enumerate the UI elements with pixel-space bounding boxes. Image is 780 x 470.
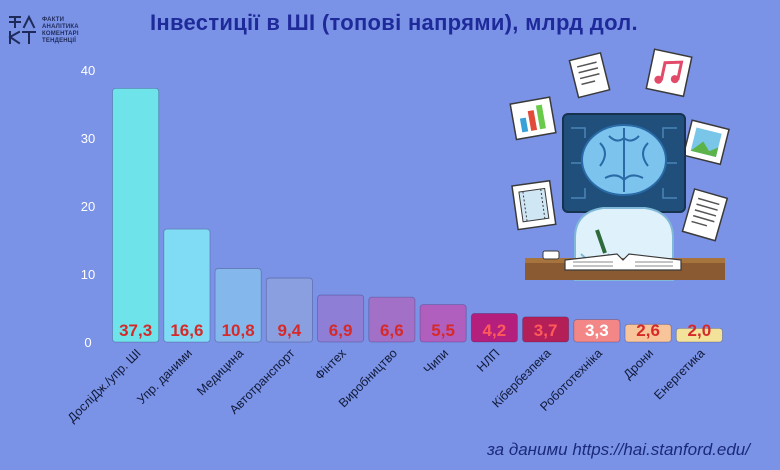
value-label: 3,3	[585, 321, 609, 340]
category-label: Чипи	[421, 346, 451, 376]
bar	[419, 304, 467, 343]
bar	[522, 316, 570, 343]
category-label: Дрони	[621, 346, 657, 382]
logo-text-line: КОМЕНТАРІ	[42, 31, 79, 37]
value-label: 16,6	[170, 321, 203, 340]
value-label: 4,2	[483, 321, 507, 340]
value-label: 5,5	[431, 321, 455, 340]
y-tick-label: 20	[81, 199, 95, 214]
logo-text-line: ФАКТИ	[42, 17, 65, 23]
source-note: за даними https://hai.stanford.edu/	[486, 440, 750, 459]
category-label: НЛП	[474, 346, 502, 374]
chart-title: Інвестиції в ШІ (топові напрями), млрд д…	[150, 10, 638, 35]
value-label: 2,6	[636, 321, 660, 340]
category-label: ДосліДж./упр. ШІ	[65, 346, 144, 425]
bar	[368, 296, 416, 343]
bar	[675, 327, 723, 343]
logo-text-line: ТЕНДЕНЦІЇ	[42, 38, 77, 44]
logo: ФАКТИ АНАЛІТИКА КОМЕНТАРІ ТЕНДЕНЦІЇ	[8, 14, 98, 54]
value-label: 2,0	[688, 321, 712, 340]
bar	[214, 268, 262, 343]
bar	[624, 323, 672, 343]
category-label: Фінтех	[312, 346, 349, 383]
y-tick-label: 40	[81, 63, 95, 78]
logo-text-line: АНАЛІТИКА	[42, 24, 79, 30]
bar	[470, 313, 518, 343]
value-label: 6,9	[329, 321, 353, 340]
value-label: 3,7	[534, 321, 558, 340]
bar	[163, 228, 211, 343]
value-label: 9,4	[278, 321, 302, 340]
y-tick-label: 30	[81, 131, 95, 146]
bar	[317, 294, 365, 343]
y-tick-label: 0	[84, 335, 91, 350]
value-label: 37,3	[119, 321, 152, 340]
category-label: Енергетика	[651, 346, 707, 402]
y-tick-label: 10	[81, 267, 95, 282]
logo-mark-icon	[8, 14, 36, 45]
brain-student-studying-icon	[509, 48, 730, 281]
value-label: 10,8	[222, 321, 255, 340]
bar	[573, 319, 621, 343]
bar	[112, 87, 160, 343]
category-label: Медицина	[194, 346, 246, 398]
value-label: 6,6	[380, 321, 404, 340]
bar	[265, 277, 313, 343]
category-label: Упр. даними	[134, 346, 195, 407]
